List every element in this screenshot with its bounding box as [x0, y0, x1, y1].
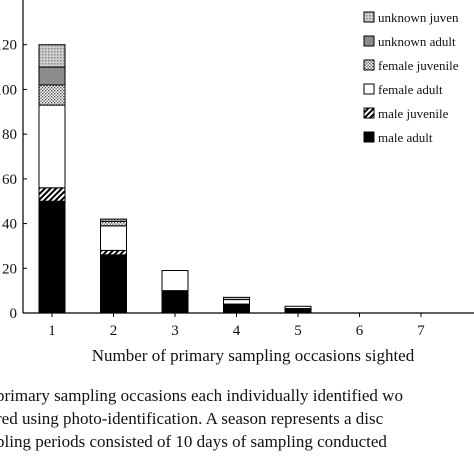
- x-tick-label: 3: [171, 323, 179, 339]
- legend-label: female juvenile: [378, 58, 459, 73]
- legend-swatch: [363, 11, 375, 23]
- bar-segment: [223, 299, 250, 305]
- legend-swatch: [363, 83, 375, 95]
- y-tick-label: 40: [2, 217, 17, 233]
- x-tick-label: 1: [48, 323, 56, 339]
- bar-segment: [100, 218, 127, 222]
- bar-segment: [223, 296, 250, 301]
- x-tick-label: 6: [356, 323, 364, 339]
- x-axis-label: Number of primary sampling occasions sig…: [92, 346, 415, 365]
- x-tick-label: 2: [110, 323, 118, 339]
- stacked-bar-chart: 0204060801001201234567 unknown juvenunkn…: [0, 0, 474, 365]
- bar-segment: [284, 308, 312, 314]
- bar-segment: [38, 66, 66, 86]
- legend-label: unknown adult: [378, 34, 456, 49]
- bar-segment: [38, 104, 66, 189]
- legend: unknown juven unknown adult female juvenil…: [363, 10, 459, 145]
- y-tick-label: 100: [0, 82, 17, 98]
- legend-label: unknown juven: [378, 10, 459, 25]
- bar-segment: [161, 290, 189, 314]
- legend-swatch: [363, 131, 375, 143]
- bar-segment: [161, 270, 189, 292]
- caption-line: pling periods consisted of 10 days of sa…: [0, 432, 387, 451]
- y-tick-label: 0: [10, 306, 18, 322]
- legend-label: male adult: [378, 130, 433, 145]
- legend-swatch: [363, 59, 375, 71]
- bar-segment: [284, 305, 312, 310]
- bar-segment: [223, 303, 250, 314]
- bars: [38, 44, 312, 314]
- legend-swatch: [363, 107, 375, 119]
- caption-line: primary sampling occasions each individu…: [0, 386, 403, 405]
- legend-swatch: [363, 35, 375, 47]
- figure-caption: primary sampling occasions each individu…: [0, 384, 474, 474]
- y-tick-label: 80: [2, 127, 17, 143]
- x-tick-label: 5: [294, 323, 302, 339]
- bar-segment: [38, 200, 66, 314]
- y-tick-label: 20: [2, 261, 17, 277]
- bar-segment: [100, 225, 127, 251]
- legend-label: female adult: [378, 82, 443, 97]
- bar-segment: [100, 220, 127, 227]
- y-tick-label: 120: [0, 38, 17, 54]
- legend-label: male juvenile: [378, 106, 449, 121]
- bar-segment: [38, 44, 66, 68]
- y-tick-label: 60: [2, 172, 17, 188]
- x-tick-label: 7: [417, 323, 425, 339]
- bar-segment: [100, 254, 127, 314]
- axes: 0 20 40 60 80 100 120 1 2 3 4 5 6 7: [0, 0, 474, 339]
- x-tick-label: 4: [233, 323, 241, 339]
- bar-segment: [38, 84, 66, 106]
- caption-line: red using photo-identification. A season…: [0, 409, 384, 428]
- bar-segment: [100, 249, 127, 256]
- bar-segment: [38, 187, 66, 202]
